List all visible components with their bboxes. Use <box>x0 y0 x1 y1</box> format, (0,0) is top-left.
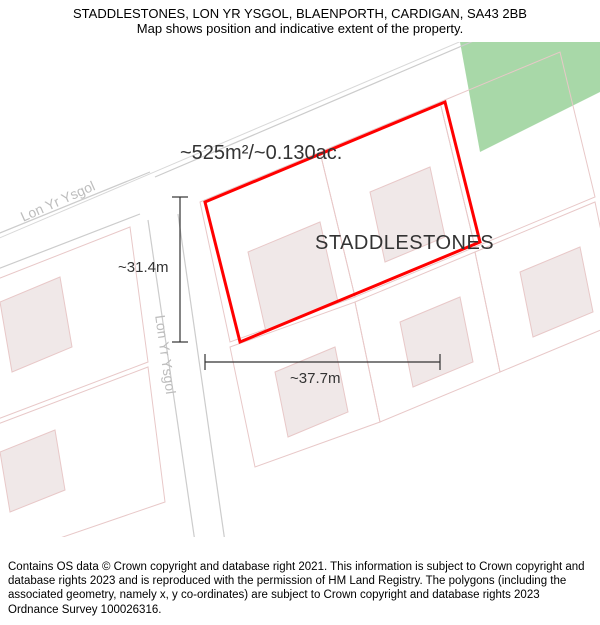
area-label: ~525m²/~0.130ac. <box>180 142 342 165</box>
height-dim-label: ~31.4m <box>118 259 168 276</box>
width-dim-label: ~37.7m <box>290 370 340 387</box>
address-title: STADDLESTONES, LON YR YSGOL, BLAENPORTH,… <box>10 6 590 21</box>
property-name-label: STADDLESTONES <box>315 232 494 255</box>
map-svg <box>0 42 600 537</box>
map-area: ~525m²/~0.130ac. STADDLESTONES ~31.4m ~3… <box>0 42 600 537</box>
copyright-text: Contains OS data © Crown copyright and d… <box>8 560 592 618</box>
header: STADDLESTONES, LON YR YSGOL, BLAENPORTH,… <box>0 0 600 38</box>
map-subtitle: Map shows position and indicative extent… <box>10 21 590 36</box>
footer: Contains OS data © Crown copyright and d… <box>0 554 600 625</box>
